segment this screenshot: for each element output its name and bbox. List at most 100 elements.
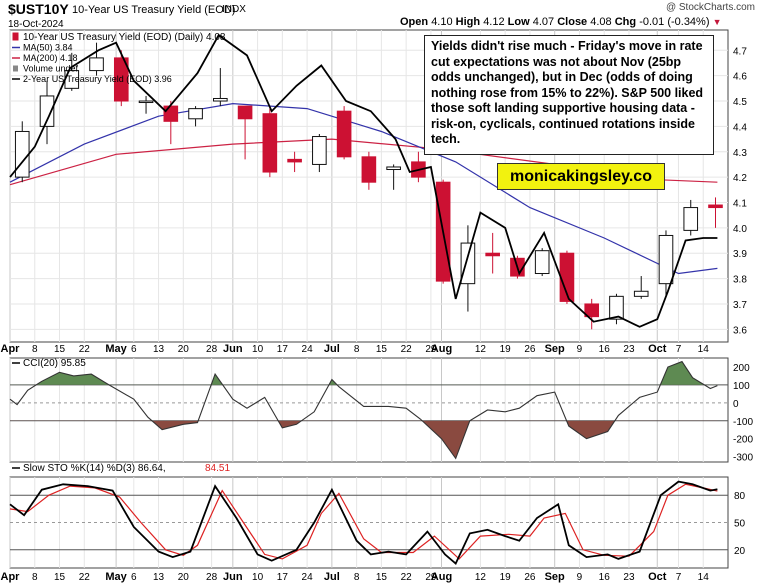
candle-body [138,100,154,104]
candle-body [386,166,401,171]
x-tick-label: 22 [79,572,91,583]
low-value: 4.07 [532,16,555,28]
candle-body [39,95,55,127]
cci-overbought-fill [36,361,705,385]
sto-k-line [9,480,718,565]
y-tick-label: -100 [733,417,753,428]
x-tick-label: 15 [54,344,66,355]
ohlc-readout: Open 4.10 High 4.12 Low 4.07 Close 4.08 … [400,16,721,28]
sto-d-value: 84.51 [205,463,230,474]
x-tick-label: 26 [524,344,536,355]
cci-line [9,360,718,460]
x-tick-label: 9 [577,572,583,583]
x-tick-label: 20 [178,344,190,355]
y-tick-label: -200 [733,435,753,446]
x-tick-label: 26 [524,572,536,583]
x-tick-label: 22 [401,344,413,355]
x-tick-label: 12 [475,344,487,355]
y-tick-label: 3.8 [733,275,747,286]
x-tick-label: Oct [648,343,667,355]
x-tick-label: 23 [623,344,635,355]
x-tick-label: 8 [354,344,360,355]
x-tick-label: 8 [32,572,38,583]
candle-body [287,158,302,163]
x-tick-label: Jun [223,343,243,355]
x-tick-label: Jun [223,571,243,583]
x-tick-label: 28 [206,572,218,583]
y-tick-label: 50 [734,519,746,530]
candle-body [336,110,352,158]
candle-body [658,234,674,285]
high-label: High [455,16,481,28]
x-tick-label: 24 [302,572,314,583]
chart-date: 18-Oct-2024 [8,19,64,30]
exchange-label: INDX [222,4,246,15]
x-tick-label: 6 [131,572,137,583]
candle-body [163,105,179,122]
security-name: 10-Year US Treasury Yield (EOD) [72,4,236,16]
y-tick-label: 4.5 [733,97,747,108]
candle-body [14,130,30,178]
y-tick-label: 3.6 [733,325,747,336]
candle-body [113,57,129,102]
ticker-symbol: $UST10Y [8,1,69,17]
x-tick-label: 24 [302,344,314,355]
open-value: 4.10 [431,16,453,28]
candle-body [460,242,476,285]
x-tick-label: Jul [324,571,340,583]
legend-swatch [12,32,19,41]
y-tick-label: 20 [734,546,746,557]
y-tick-label: 4.4 [733,122,747,133]
x-tick-label: 10 [252,344,264,355]
legend-label: MA(50) 3.84 [23,43,73,53]
y-tick-label: 4.3 [733,148,747,159]
x-tick-label: Jul [324,343,340,355]
open-label: Open [400,16,429,28]
annotation-box: Yields didn't rise much - Friday's move … [424,35,714,155]
x-tick-label: Apr [1,343,21,355]
candle-body [262,113,278,173]
y-tick-label: 4.2 [733,173,747,184]
x-tick-label: 13 [153,344,165,355]
x-tick-label: 17 [277,344,289,355]
candle-body [485,252,500,257]
y-tick-label: -300 [733,453,753,464]
x-tick-label: 23 [623,572,635,583]
candle-body [534,250,550,275]
x-tick-label: 15 [54,572,66,583]
candle-body [361,156,377,183]
x-tick-label: 8 [32,344,38,355]
close-label: Close [557,16,588,28]
candle-body [213,97,228,102]
cci-panel-frame [9,357,729,463]
candle-body [683,207,699,231]
x-tick-label: 12 [475,572,487,583]
x-tick-label: 16 [599,344,611,355]
x-tick-label: 19 [500,572,512,583]
chg-value: -0.01 (-0.34%) [639,16,710,28]
sto-title: Slow STO %K(14) %D(3) 86.64, [23,463,166,474]
x-tick-label: 20 [178,572,190,583]
x-tick-label: 15 [376,572,388,583]
y-tick-label: 4.1 [733,198,747,209]
candle-body [708,204,723,209]
x-tick-label: 6 [131,344,137,355]
legend-label: MA(200) 4.18 [23,53,78,63]
x-tick-label: 10 [252,572,264,583]
x-tick-label: 29 [425,344,437,355]
y-tick-label: 100 [733,381,750,392]
high-value: 4.12 [483,16,505,28]
yield-2y-line [9,33,718,328]
close-value: 4.08 [590,16,612,28]
x-tick-label: 22 [401,572,413,583]
x-tick-label: Sep [545,343,565,355]
x-tick-label: 17 [277,572,289,583]
y-tick-label: 4.7 [733,46,747,57]
x-tick-label: 7 [676,344,682,355]
y-tick-label: 4.0 [733,224,747,235]
x-tick-label: 15 [376,344,388,355]
x-tick-label: Aug [431,343,452,355]
watermark: @ StockCharts.com [665,2,755,13]
x-tick-label: Oct [648,571,667,583]
